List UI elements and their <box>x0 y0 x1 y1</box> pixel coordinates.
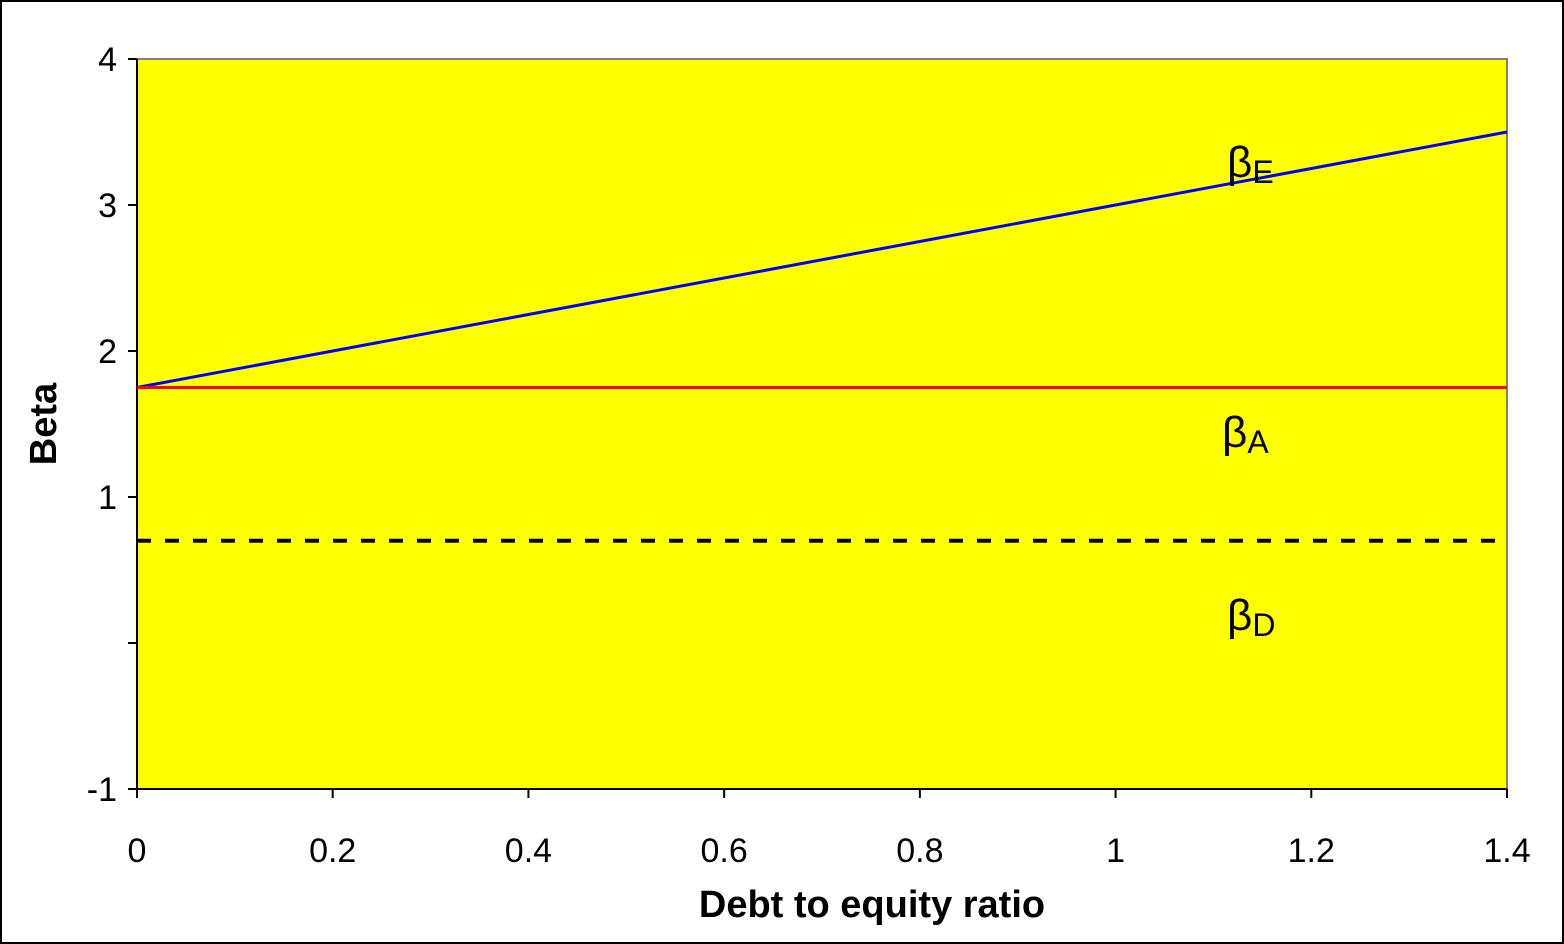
y-tick-label: -1 <box>87 771 117 809</box>
y-axis-title: Beta <box>23 382 65 465</box>
plot-area <box>136 58 1508 790</box>
x-tick-label: 1.4 <box>1483 832 1530 870</box>
series-label-e: βE <box>1227 138 1274 190</box>
x-tick-label: 0 <box>128 832 147 870</box>
y-tick-label: 4 <box>98 41 117 79</box>
y-tick-label: 2 <box>98 333 117 371</box>
x-tick-label: 0.2 <box>309 832 356 870</box>
x-tick-label: 0.8 <box>896 832 943 870</box>
x-tick-label: 0.6 <box>701 832 748 870</box>
series-line-e <box>136 130 1508 389</box>
x-tick-label: 1.2 <box>1288 832 1335 870</box>
x-axis-title: Debt to equity ratio <box>699 884 1045 926</box>
series-label-a: βA <box>1222 408 1269 460</box>
series-label-d: βD <box>1227 591 1275 643</box>
x-tick-label: 0.4 <box>505 832 552 870</box>
y-tick-label: 3 <box>98 187 117 225</box>
x-tick-label: 1 <box>1106 832 1125 870</box>
y-tick-label: 1 <box>98 479 117 517</box>
